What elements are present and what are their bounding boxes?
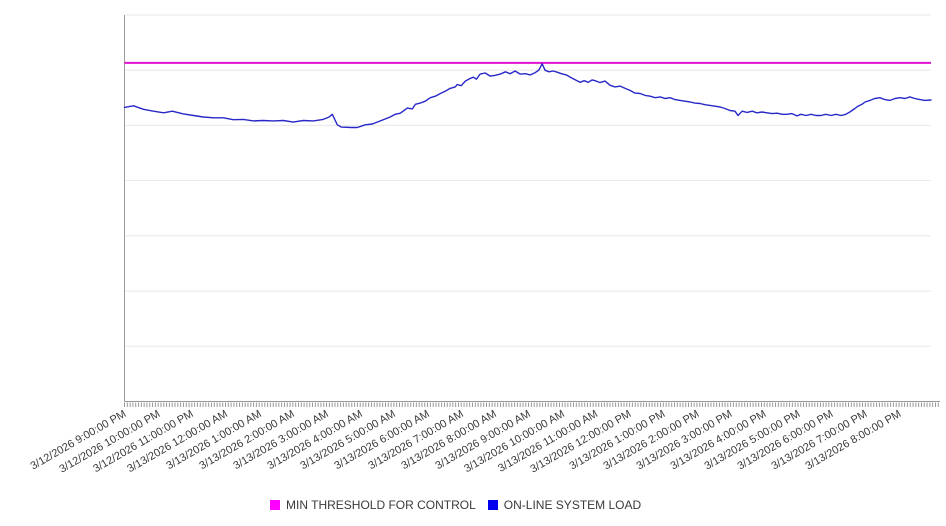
x-axis-minor-ticks bbox=[124, 402, 939, 407]
legend: MIN THRESHOLD FOR CONTROL ON-LINE SYSTEM… bbox=[270, 498, 641, 512]
legend-item-min-threshold: MIN THRESHOLD FOR CONTROL bbox=[270, 498, 476, 512]
legend-item-online-system-load: ON-LINE SYSTEM LOAD bbox=[487, 498, 642, 512]
legend-label-online-system-load: ON-LINE SYSTEM LOAD bbox=[503, 498, 642, 512]
legend-swatch-min-threshold-icon bbox=[270, 500, 280, 510]
legend-swatch-online-system-load-icon bbox=[487, 500, 498, 510]
legend-label-min-threshold: MIN THRESHOLD FOR CONTROL bbox=[286, 498, 476, 512]
load-line bbox=[123, 63, 932, 129]
